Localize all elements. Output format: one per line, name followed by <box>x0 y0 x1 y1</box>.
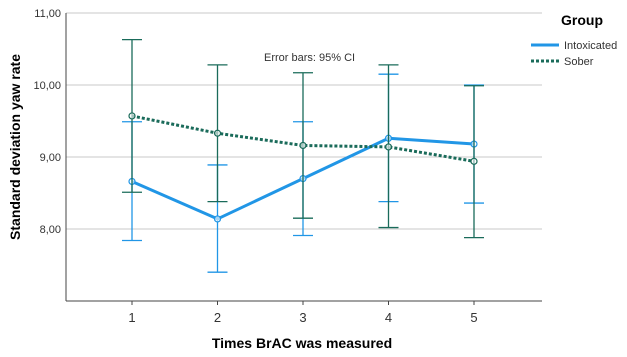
y-tick-labels: 8,00 9,00 10,00 11,00 <box>33 8 61 236</box>
data-point <box>384 143 393 151</box>
grid-lines <box>66 12 542 230</box>
series-sober <box>122 38 484 239</box>
x-tick-label: 1 <box>128 310 135 325</box>
data-point <box>470 157 478 165</box>
x-tick-label: 3 <box>299 310 306 325</box>
x-tick-label: 2 <box>214 310 221 325</box>
y-tick-label: 9,00 <box>40 152 61 164</box>
legend-label-intoxicated: Intoxicated <box>564 40 617 52</box>
legend-label-sober: Sober <box>564 56 594 68</box>
x-tick-labels: 1 2 3 4 5 <box>128 310 477 325</box>
y-tick-label: 10,00 <box>33 80 61 92</box>
annotation: Error bars: 95% CI <box>264 52 355 64</box>
data-point <box>128 112 136 120</box>
y-axis-title: Standard deviation yaw rate <box>7 54 23 240</box>
legend-title: Group <box>561 12 603 28</box>
y-tick-label: 8,00 <box>40 224 61 236</box>
data-point <box>213 129 222 137</box>
y-tick-label: 11,00 <box>34 8 61 20</box>
legend: Group Intoxicated Sober <box>531 12 617 68</box>
data-point <box>213 215 222 223</box>
plot-area <box>65 13 542 305</box>
x-tick-label: 4 <box>385 310 392 325</box>
data-point <box>299 141 307 150</box>
x-axis-title: Times BrAC was measured <box>212 335 392 351</box>
series <box>122 38 484 273</box>
x-tick-label: 5 <box>470 310 477 325</box>
